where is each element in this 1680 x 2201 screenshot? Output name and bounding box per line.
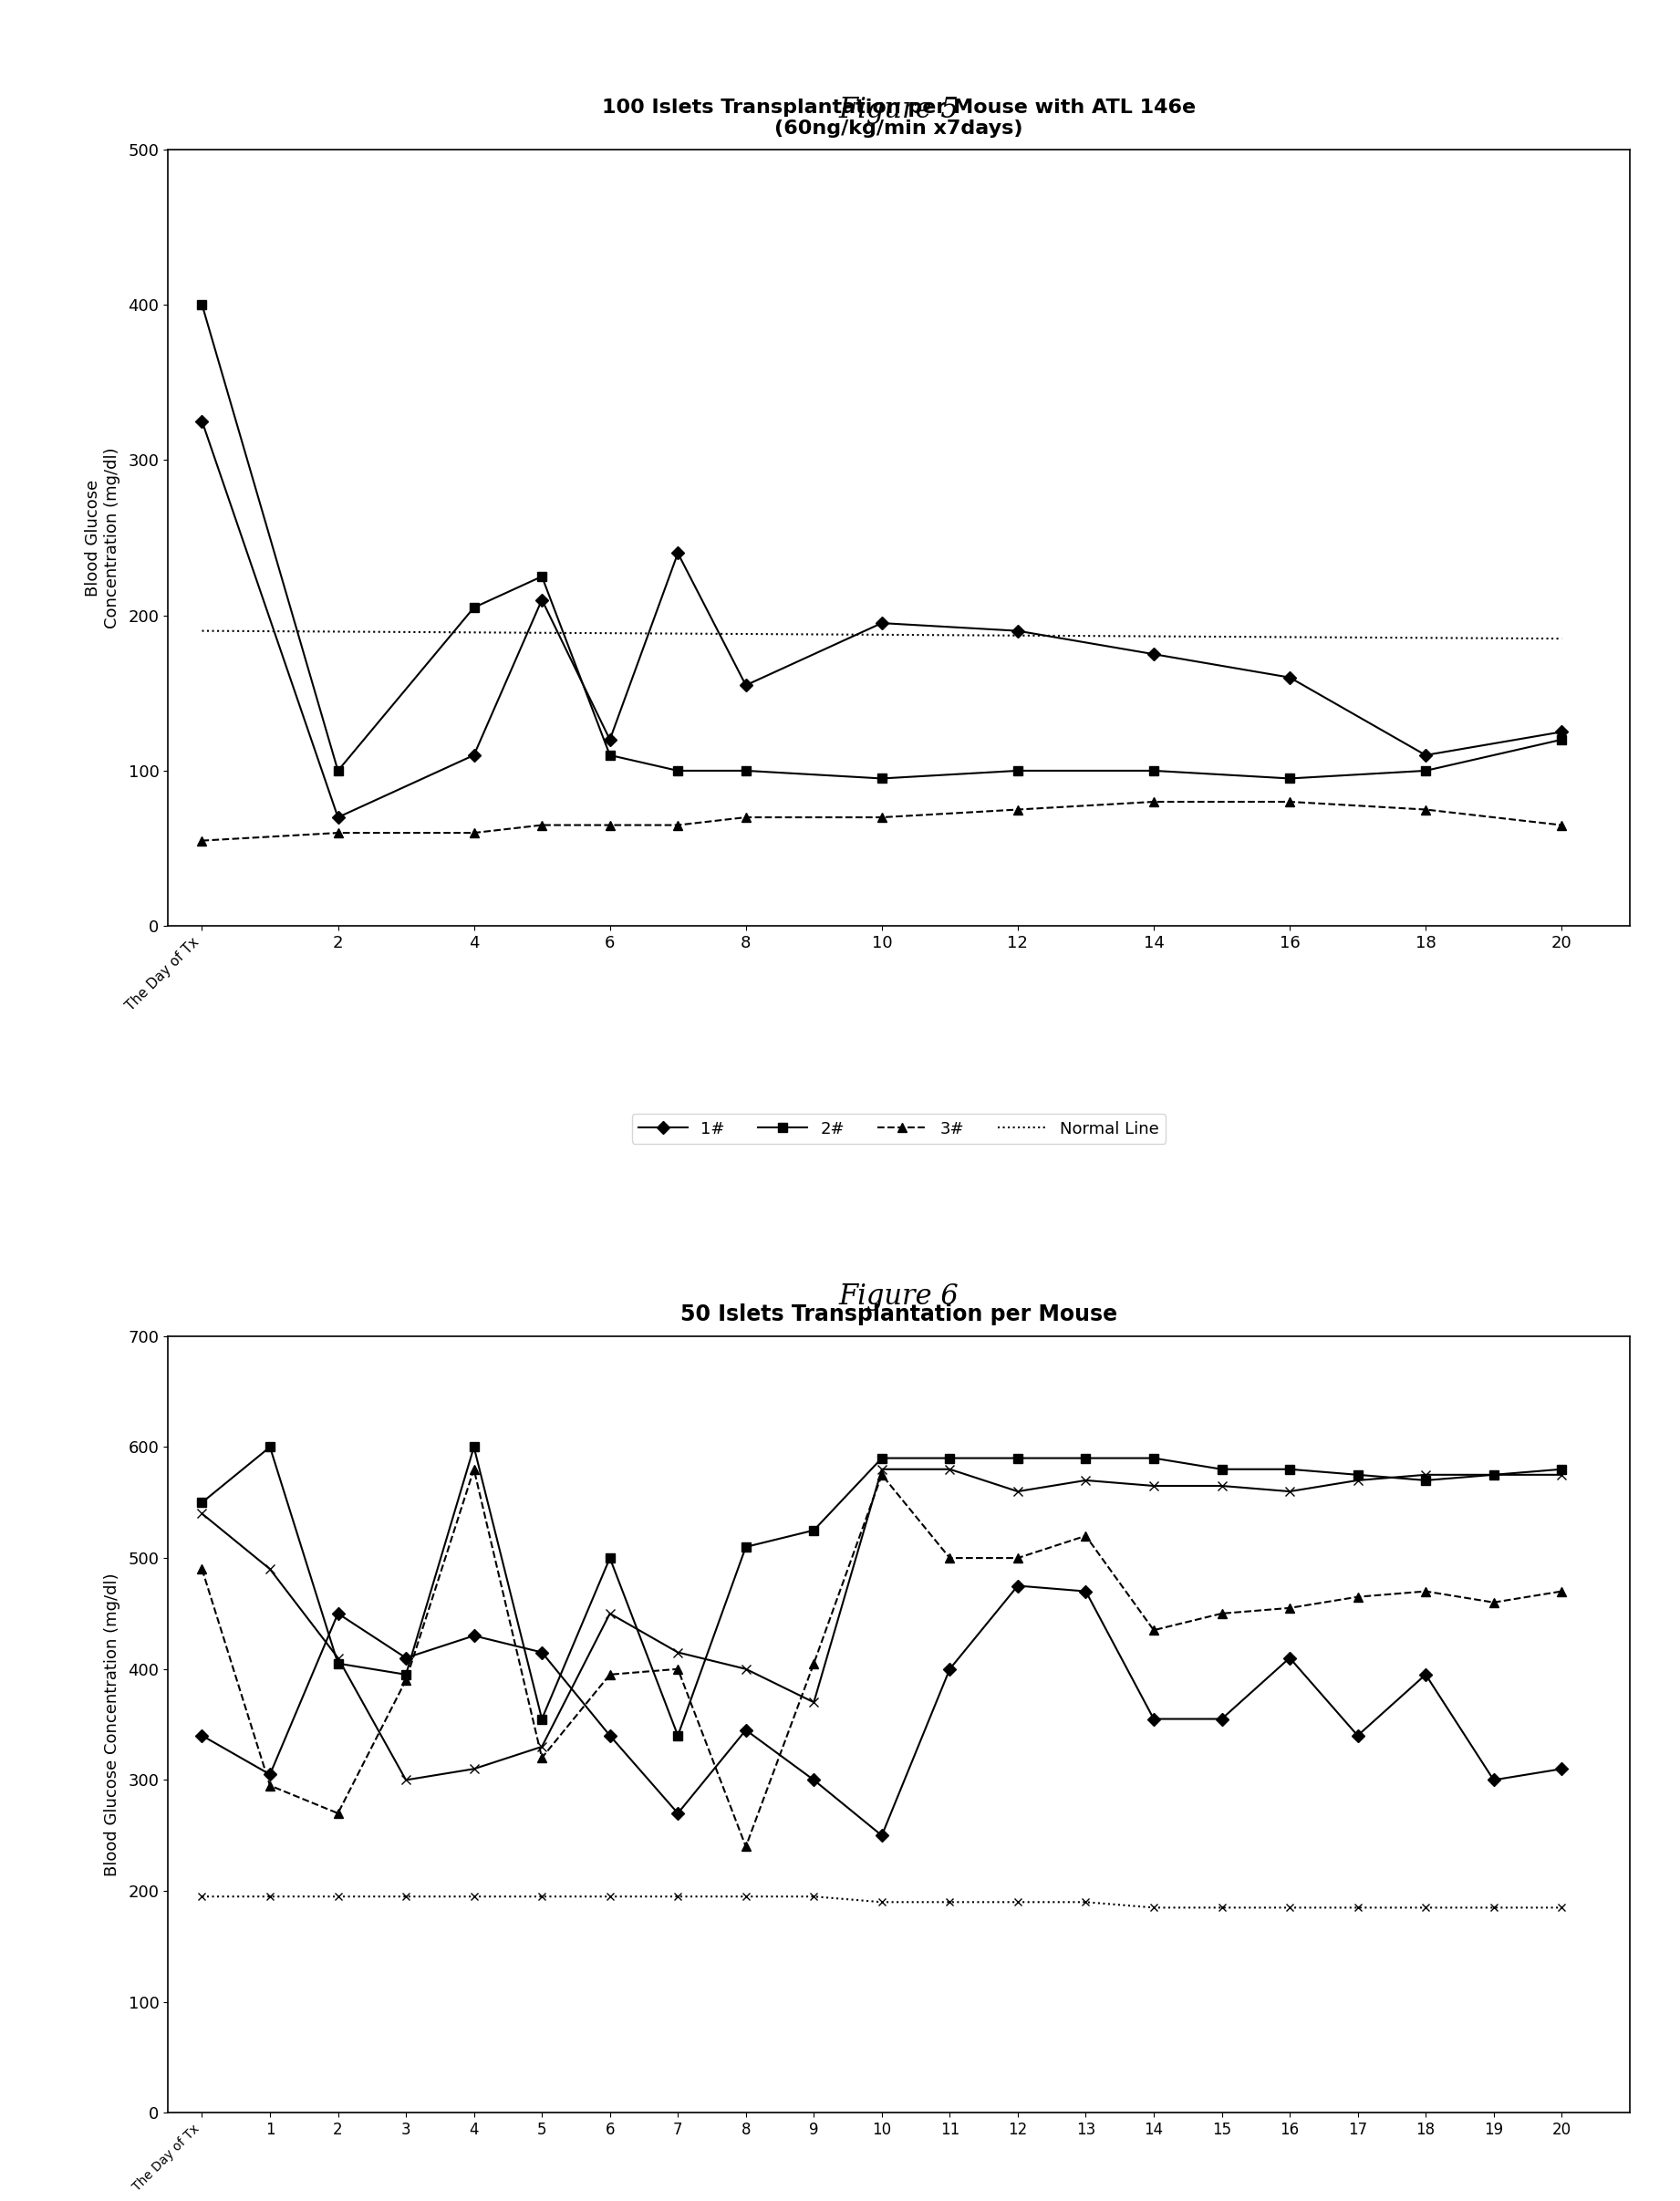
Title: 50 Islets Transplantation per Mouse: 50 Islets Transplantation per Mouse [680, 1303, 1117, 1325]
Legend: 1#, 2#, 3#, Normal Line: 1#, 2#, 3#, Normal Line [632, 1114, 1166, 1145]
Y-axis label: Blood Glucose
Concentration (mg/dl): Blood Glucose Concentration (mg/dl) [86, 447, 121, 627]
Title: 100 Islets Transplantation per Mouse with ATL 146e
(60ng/kg/min x7days): 100 Islets Transplantation per Mouse wit… [601, 99, 1196, 139]
Y-axis label: Blood Glucose Concentration (mg/dl): Blood Glucose Concentration (mg/dl) [104, 1574, 121, 1875]
Text: Figure 6: Figure 6 [838, 1283, 959, 1310]
Text: Figure 5: Figure 5 [838, 95, 959, 123]
